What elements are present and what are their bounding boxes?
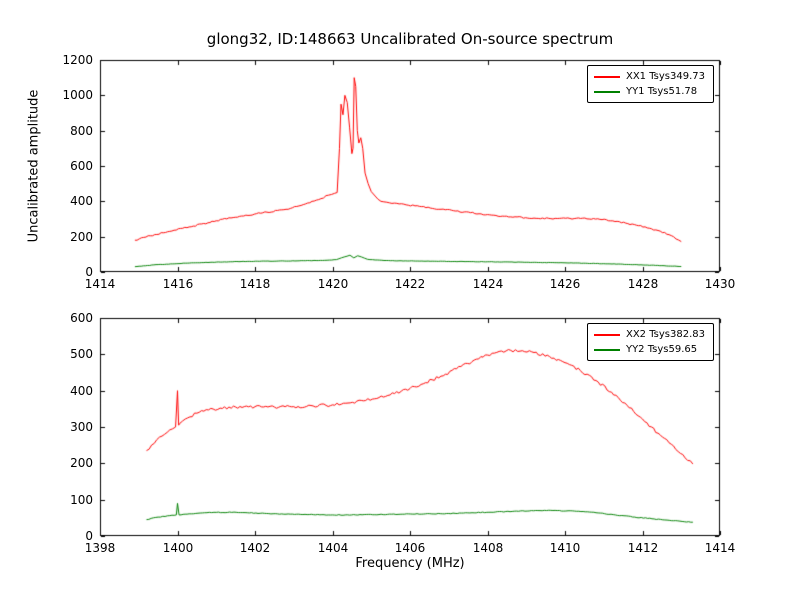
x-axis-label: Frequency (MHz) (355, 556, 465, 571)
x-tick-label: 1400 (162, 541, 194, 555)
legend-entry-xx2: XX2 Tsys382.83 (593, 329, 705, 340)
legend-top-plot: XX1 Tsys349.73 YY1 Tsys51.78 (586, 65, 714, 103)
legend-label-yy1: YY1 Tsys51.78 (625, 86, 698, 97)
y-tick-label: 0 (85, 264, 93, 279)
x-tick-label: 1406 (394, 541, 426, 555)
x-tick-label: 1402 (239, 541, 271, 555)
y-tick-label: 1200 (62, 52, 93, 67)
y-tick-label: 100 (70, 492, 93, 507)
legend-label-yy2: YY2 Tsys59.65 (625, 344, 698, 355)
legend-label-xx2: XX2 Tsys382.83 (625, 329, 705, 340)
xx2-line-swatch (593, 333, 620, 336)
y-tick-label: 800 (70, 123, 93, 138)
xx1-line-swatch (593, 75, 620, 78)
y-tick-label: 300 (70, 419, 93, 434)
x-tick-label: 1424 (472, 277, 504, 291)
y-tick-label: 0 (85, 528, 93, 543)
x-tick-label: 1416 (162, 277, 194, 291)
x-tick-label: 1410 (549, 541, 581, 555)
figure-title: glong32, ID:148663 Uncalibrated On-sourc… (206, 30, 614, 48)
x-tick-label: 1412 (627, 541, 659, 555)
legend-entry-yy1: YY1 Tsys51.78 (593, 86, 705, 97)
legend-label-xx1: XX1 Tsys349.73 (625, 71, 705, 82)
y-tick-label: 1000 (62, 87, 93, 102)
legend-entry-xx1: XX1 Tsys349.73 (593, 71, 705, 82)
x-tick-label: 1404 (317, 541, 349, 555)
x-tick-label: 1426 (549, 277, 581, 291)
y-tick-label: 600 (70, 158, 93, 173)
legend-entry-yy2: YY2 Tsys59.65 (593, 344, 705, 355)
y-tick-label: 400 (70, 383, 93, 398)
x-tick-label: 1422 (394, 277, 426, 291)
x-tick-label: 1418 (239, 277, 271, 291)
x-tick-label: 1428 (627, 277, 659, 291)
x-tick-label: 1414 (84, 277, 116, 291)
y-tick-label: 200 (70, 455, 93, 470)
x-tick-label: 1408 (472, 541, 504, 555)
x-tick-label: 1430 (704, 277, 736, 291)
y-tick-label: 500 (70, 346, 93, 361)
y-tick-label: 600 (70, 310, 93, 325)
x-tick-label: 1414 (704, 541, 736, 555)
x-tick-label: 1398 (84, 541, 116, 555)
yy1-line-swatch (593, 90, 620, 93)
y-tick-label: 200 (70, 229, 93, 244)
x-tick-label: 1420 (317, 277, 349, 291)
y-tick-label: 400 (70, 193, 93, 208)
yy2-line-swatch (593, 348, 620, 351)
legend-bottom-plot: XX2 Tsys382.83 YY2 Tsys59.65 (586, 323, 714, 361)
